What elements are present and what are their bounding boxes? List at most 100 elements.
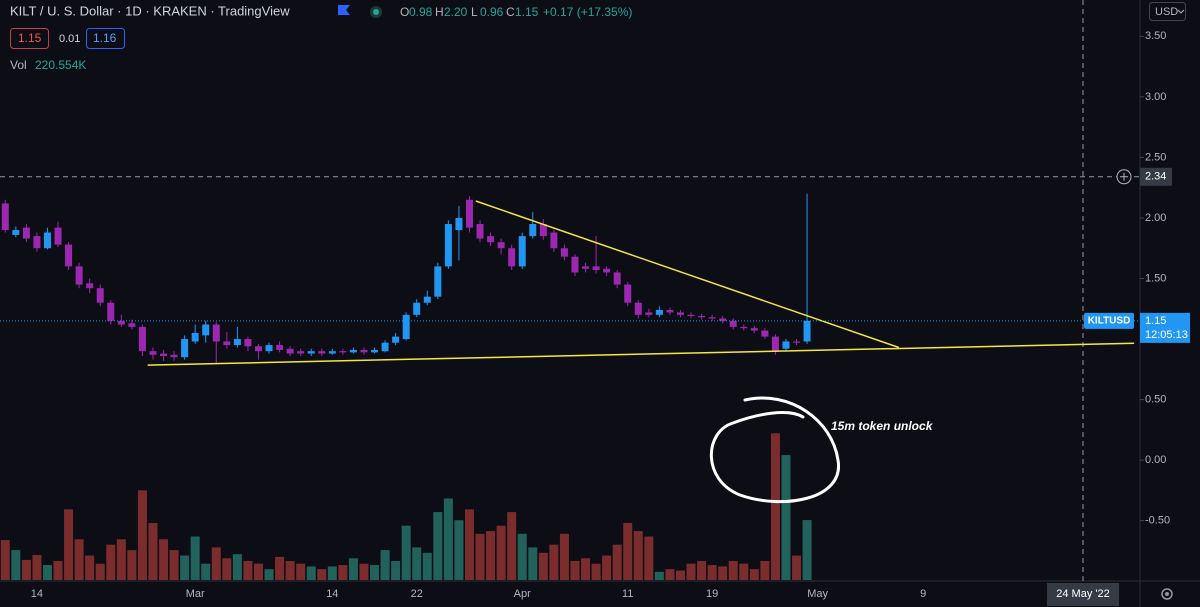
y-tick-label: 3.50 <box>1145 30 1166 42</box>
x-tick-label: 19 <box>706 588 718 600</box>
ask-box[interactable] <box>86 28 125 49</box>
volume-bar <box>264 569 274 580</box>
candle-body <box>65 244 73 267</box>
currency-button[interactable] <box>1149 2 1186 21</box>
x-tick-label: 9 <box>920 588 926 600</box>
symbol-label: KILTUSD <box>1088 316 1131 327</box>
candle-body <box>170 354 178 358</box>
trendline <box>475 200 900 349</box>
crosshair-price-box <box>1140 167 1172 186</box>
candle-body <box>307 351 315 354</box>
volume-bar <box>802 520 812 580</box>
volume-bar <box>116 539 126 580</box>
volume-bar <box>517 533 527 580</box>
candle-body <box>455 217 463 231</box>
volume-bar <box>528 547 538 580</box>
candle-body <box>1 203 9 231</box>
volume-bar <box>275 556 285 580</box>
candle-body <box>719 318 727 321</box>
volume-bar <box>422 552 432 580</box>
change: +0.17 (+17.35%) <box>543 5 632 19</box>
candle-body <box>107 302 115 321</box>
volume-bar <box>380 550 390 580</box>
candle-body <box>138 326 146 352</box>
candle-body <box>666 309 674 313</box>
candle-body <box>43 232 51 249</box>
y-tick-label: 2.00 <box>1145 212 1166 224</box>
volume-bar <box>718 566 728 580</box>
candle-body <box>328 351 336 354</box>
candle-body <box>740 326 748 329</box>
volume-bar <box>327 566 337 580</box>
candle-body <box>160 353 168 356</box>
candle-body <box>708 317 716 319</box>
candle-body <box>465 199 473 228</box>
candle-body <box>86 283 94 289</box>
volume-bar <box>697 560 707 580</box>
volume-bar <box>675 570 685 580</box>
volume-bar <box>317 569 327 580</box>
axes: 3.503.002.502.001.501.000.500.00-0.5014M… <box>31 30 1190 606</box>
volume-pane <box>0 433 812 580</box>
candle-body <box>286 348 294 354</box>
candle-body <box>392 336 400 343</box>
candle-body <box>771 336 779 352</box>
volume-bar <box>180 555 190 580</box>
candle-body <box>402 314 410 340</box>
candle-body <box>571 256 579 273</box>
candle-body <box>276 345 284 350</box>
candle-body <box>339 351 347 353</box>
candle-body <box>12 230 20 235</box>
candle-body <box>149 351 157 355</box>
settings-icon[interactable] <box>1161 588 1173 600</box>
volume-bar <box>306 566 316 580</box>
x-tick-label: 14 <box>326 588 338 600</box>
currency-caret <box>1177 9 1185 14</box>
candle-body <box>761 330 769 337</box>
candle-body <box>750 328 758 331</box>
candle-body <box>360 349 368 353</box>
x-tick-label: Apr <box>514 588 531 600</box>
candle-body <box>687 314 695 317</box>
ohlc-value: 2.20 <box>444 5 468 19</box>
candle-body <box>371 349 379 353</box>
candle-body <box>634 302 642 315</box>
volume-bar <box>570 560 580 580</box>
candle-body <box>202 324 210 336</box>
candle-body <box>233 339 241 346</box>
volume-bar <box>243 560 253 580</box>
candle-body <box>782 341 790 349</box>
ohlc-value: 0.98 <box>409 5 433 19</box>
volume-bar <box>496 525 506 580</box>
candle-body <box>33 236 41 249</box>
volume-bar <box>169 550 179 580</box>
candle-body <box>423 296 431 303</box>
candle-body <box>75 266 83 285</box>
volume-bar <box>370 565 380 580</box>
candle-body <box>254 346 262 352</box>
volume-bar <box>433 512 443 580</box>
bid-box[interactable] <box>10 28 49 49</box>
candle-body <box>381 342 389 352</box>
volume-bar <box>159 539 169 580</box>
currency: USD <box>1155 6 1178 18</box>
symbol-box <box>1084 312 1134 329</box>
ohlc-key: H <box>435 5 444 19</box>
volume-bar <box>148 522 158 580</box>
candle-body <box>560 248 568 257</box>
volume-bar <box>222 558 232 580</box>
candle-body <box>613 272 621 285</box>
candle-body <box>729 320 737 327</box>
volume-bar <box>64 509 74 580</box>
flag-icon[interactable] <box>338 5 350 15</box>
last-price: 1.15 <box>1145 315 1166 327</box>
volume-bar <box>190 536 200 580</box>
x-tick-label: 14 <box>31 588 43 600</box>
volume-bar <box>686 563 696 580</box>
candle-body <box>582 266 590 269</box>
volume-bar <box>391 560 401 580</box>
y-tick-label: 3.00 <box>1145 91 1166 103</box>
volume-bar <box>454 520 464 580</box>
candle-body <box>698 316 706 318</box>
